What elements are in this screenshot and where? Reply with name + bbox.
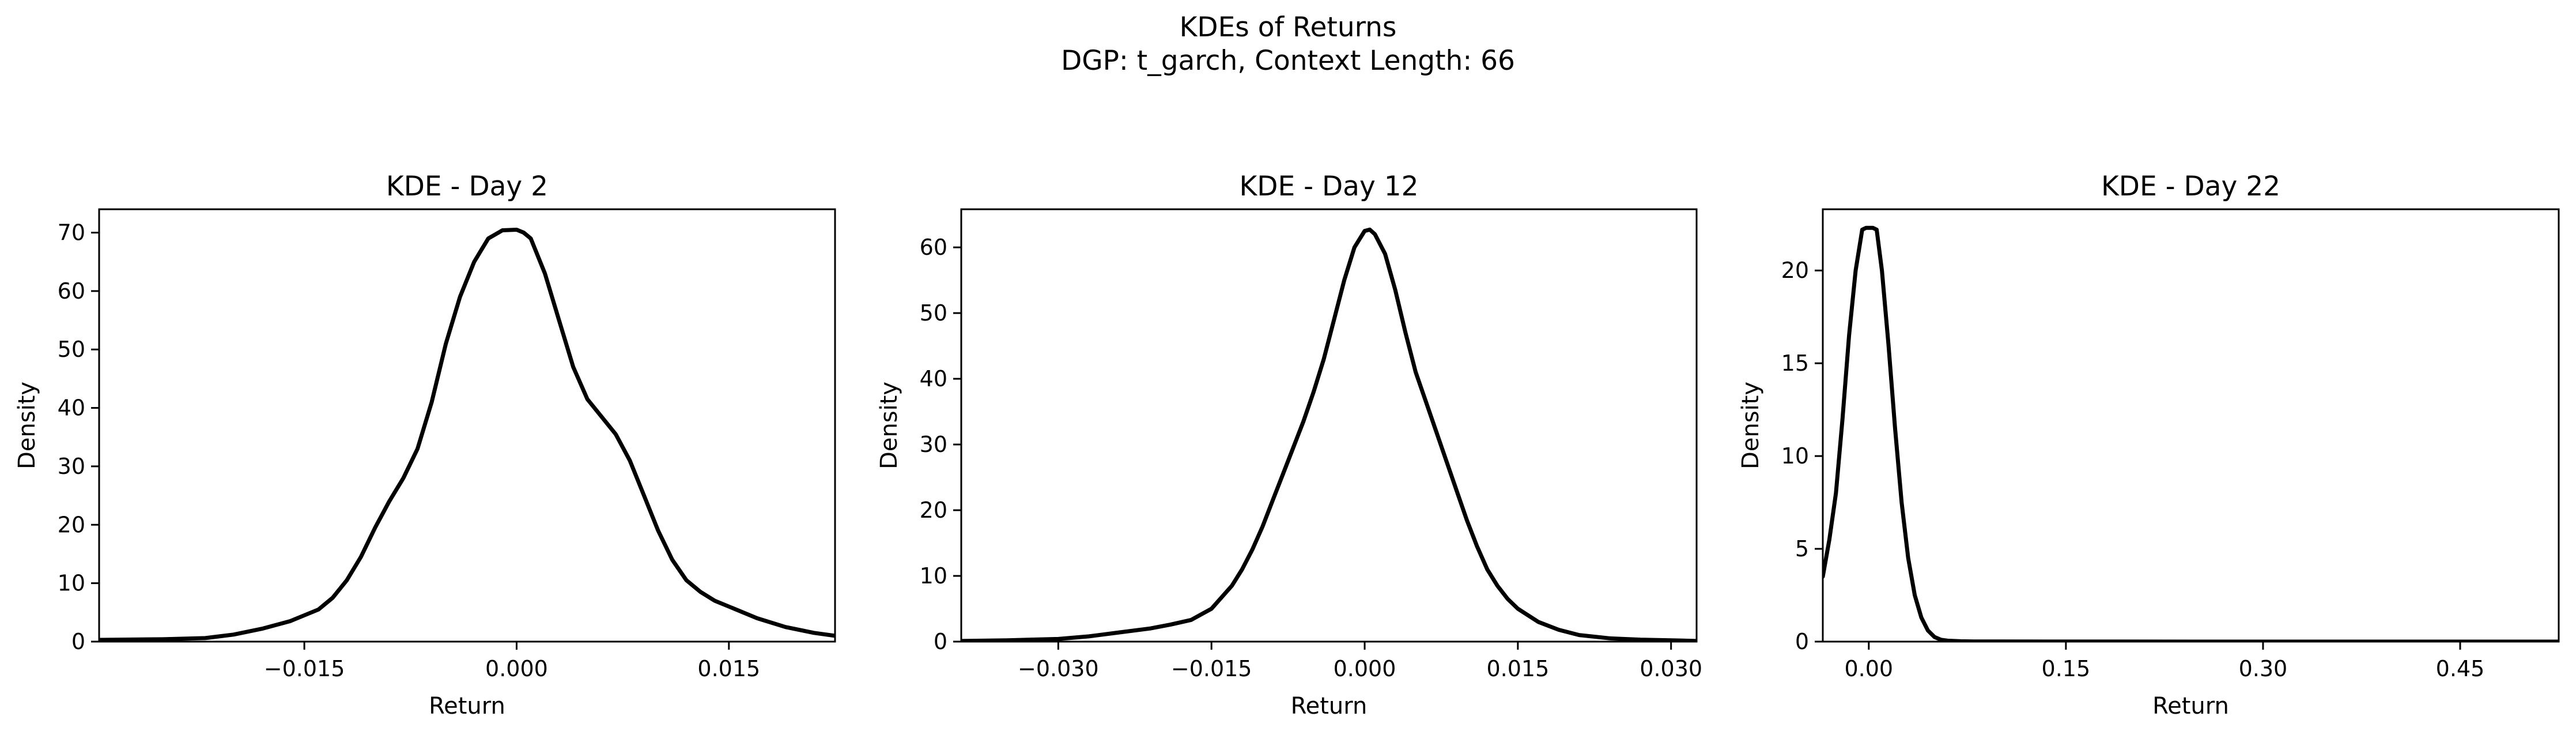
x-tick-label: 0.30 xyxy=(2239,656,2288,681)
y-tick-label: 50 xyxy=(920,300,947,326)
y-tick-label: 5 xyxy=(1795,536,1809,561)
y-tick-label: 50 xyxy=(58,337,85,362)
y-tick-label: 30 xyxy=(920,432,947,457)
y-tick-label: 0 xyxy=(71,629,85,654)
figure-title-line2: DGP: t_garch, Context Length: 66 xyxy=(1061,45,1515,77)
figure-title-line1: KDEs of Returns xyxy=(1180,12,1397,43)
x-tick-label: 0.000 xyxy=(1334,656,1396,681)
x-tick-label: −0.015 xyxy=(264,656,345,681)
kde-curve-2-1 xyxy=(961,227,1697,642)
y-tick-label: 40 xyxy=(920,366,947,391)
x-tick-label: 0.015 xyxy=(697,656,760,681)
plot-frame xyxy=(960,208,1698,643)
y-tick-label: 0 xyxy=(1795,629,1809,654)
kde-curve-1-1 xyxy=(99,228,835,642)
x-axis-label: Return xyxy=(429,693,505,719)
y-tick-label: 10 xyxy=(1781,443,1809,469)
subplot-title: KDE - Day 12 xyxy=(1239,171,1418,202)
y-tick-label: 20 xyxy=(58,512,85,537)
plot-frame xyxy=(98,208,836,643)
x-axis-label: Return xyxy=(2152,693,2229,719)
y-axis-label: Density xyxy=(1738,382,1764,469)
x-tick-label: −0.015 xyxy=(1171,656,1252,681)
x-tick-label: 0.00 xyxy=(1845,656,1894,681)
y-tick-label: 10 xyxy=(58,571,85,596)
subplot-2: −0.030 −0.015 0.000 0.015 0.030 0 10 20 30 40 50 60… xyxy=(876,171,1702,719)
y-tick-label: 60 xyxy=(58,278,85,304)
y-tick-label: 0 xyxy=(934,629,947,654)
y-tick-label: 20 xyxy=(1781,258,1809,283)
subplot-1: −0.015 0.000 0.015 0 10 20 30 40 50 60 70 KDE - Day… xyxy=(14,171,836,719)
x-tick-label: 0.030 xyxy=(1640,656,1702,681)
y-tick-label: 60 xyxy=(920,235,947,260)
y-tick-label: 30 xyxy=(58,454,85,479)
subplot-title: KDE - Day 2 xyxy=(386,171,548,202)
y-tick-label: 10 xyxy=(920,563,947,589)
x-tick-label: 0.45 xyxy=(2436,656,2485,681)
plot-frame xyxy=(1822,208,2560,643)
x-tick-label: 0.15 xyxy=(2042,656,2091,681)
x-tick-label: −0.030 xyxy=(1018,656,1099,681)
y-tick-label: 20 xyxy=(920,497,947,523)
subplot-title: KDE - Day 22 xyxy=(2101,171,2280,202)
subplot-3: 0.00 0.15 0.30 0.45 0 5 10 15 20 KDE - Day 22 Retu… xyxy=(1738,171,2560,719)
y-tick-label: 40 xyxy=(58,395,85,421)
y-axis-label: Density xyxy=(14,382,40,469)
x-tick-label: 0.015 xyxy=(1486,656,1549,681)
x-tick-label: 0.000 xyxy=(485,656,548,681)
y-tick-label: 70 xyxy=(58,220,85,246)
x-axis-label: Return xyxy=(1291,693,1368,719)
y-axis-label: Density xyxy=(876,382,902,469)
y-tick-label: 15 xyxy=(1781,350,1809,376)
